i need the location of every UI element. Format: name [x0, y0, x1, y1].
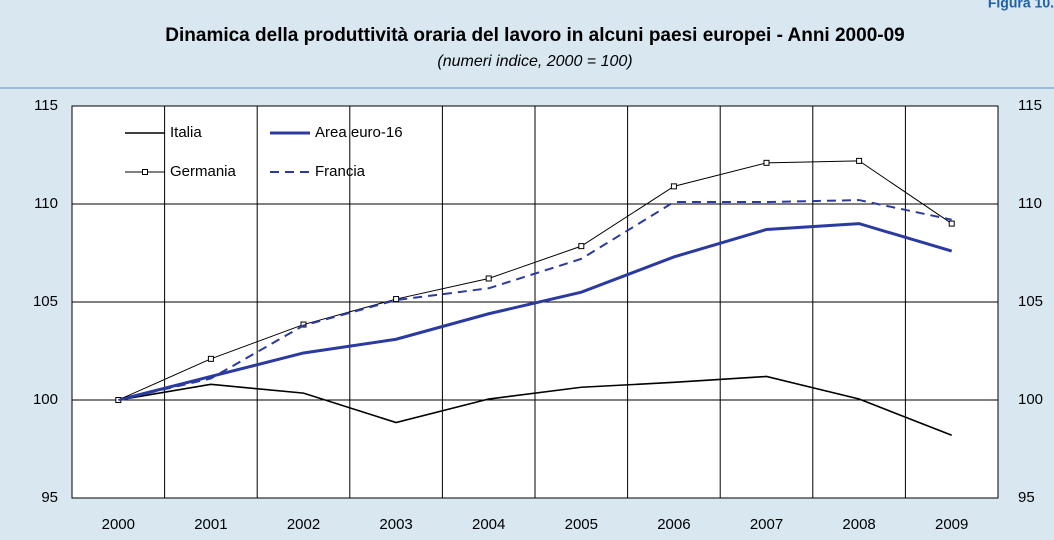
y-tick-label: 115	[34, 97, 58, 114]
x-tick-label: 2008	[842, 516, 875, 533]
y-tick-label: 95	[41, 489, 58, 506]
chart-subtitle: (numeri indice, 2000 = 100)	[437, 53, 632, 70]
x-tick-label: 2001	[194, 516, 227, 533]
x-tick-label: 2007	[750, 516, 783, 533]
legend-label: Francia	[315, 163, 366, 180]
x-tick-label: 2005	[565, 516, 598, 533]
point-marker	[393, 296, 400, 303]
y2-tick-label: 105	[1018, 293, 1043, 310]
y-tick-label: 100	[33, 391, 58, 408]
point-marker	[948, 220, 955, 227]
x-tick-label: 2003	[379, 516, 412, 533]
legend-label: Germania	[170, 163, 237, 180]
series-line	[118, 375, 952, 437]
x-tick-label: 2004	[472, 516, 505, 533]
point-marker	[207, 355, 214, 362]
x-tick-label: 2002	[287, 516, 320, 533]
series-line	[117, 222, 953, 402]
series-line	[118, 160, 952, 401]
y2-tick-label: 115	[1018, 97, 1042, 114]
chart-title: Dinamica della produttività oraria del l…	[165, 25, 904, 46]
legend-marker	[142, 169, 148, 175]
figure-label: Figura 10.	[988, 0, 1054, 11]
x-tick-label: 2000	[102, 516, 135, 533]
x-tick-label: 2009	[935, 516, 968, 533]
y-tick-label: 105	[33, 293, 58, 310]
x-tick-label: 2006	[657, 516, 690, 533]
y2-tick-label: 95	[1018, 489, 1035, 506]
y2-tick-label: 100	[1018, 391, 1043, 408]
point-marker	[578, 243, 585, 250]
legend-label: Italia	[170, 124, 202, 141]
point-marker	[856, 157, 863, 164]
point-marker	[670, 183, 677, 190]
y2-tick-label: 110	[1018, 195, 1042, 212]
point-marker	[763, 159, 770, 166]
legend-label: Area euro-16	[315, 124, 403, 141]
point-marker	[485, 275, 492, 282]
y-tick-label: 110	[34, 195, 58, 212]
series-line	[118, 199, 952, 401]
